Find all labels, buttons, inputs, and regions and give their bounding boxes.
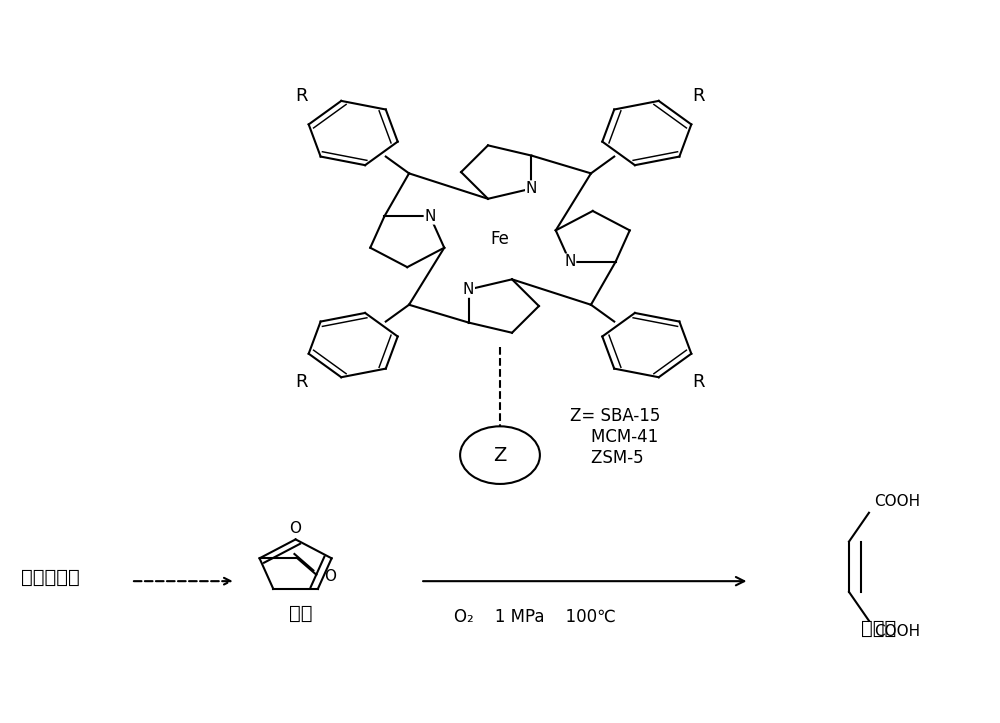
Text: O: O — [290, 521, 302, 536]
Text: Z: Z — [493, 445, 507, 465]
Text: R: R — [296, 373, 308, 391]
Text: N: N — [564, 254, 576, 269]
Text: R: R — [296, 87, 308, 105]
Text: Z= SBA-15
    MCM-41
    ZSM-5: Z= SBA-15 MCM-41 ZSM-5 — [570, 407, 660, 467]
Text: COOH: COOH — [874, 625, 920, 639]
Text: 糞醒: 糞醒 — [289, 604, 312, 623]
Text: N: N — [526, 181, 537, 196]
Text: O: O — [324, 569, 336, 583]
Text: COOH: COOH — [874, 494, 920, 509]
Text: N: N — [463, 282, 474, 297]
Text: Fe: Fe — [491, 230, 509, 248]
Text: 马来酸: 马来酸 — [861, 618, 897, 638]
Text: N: N — [424, 209, 436, 224]
Text: R: R — [692, 87, 704, 105]
Text: O₂    1 MPa    100℃: O₂ 1 MPa 100℃ — [454, 608, 616, 626]
Text: R: R — [692, 373, 704, 391]
Text: 生物质原料: 生物质原料 — [21, 568, 80, 587]
